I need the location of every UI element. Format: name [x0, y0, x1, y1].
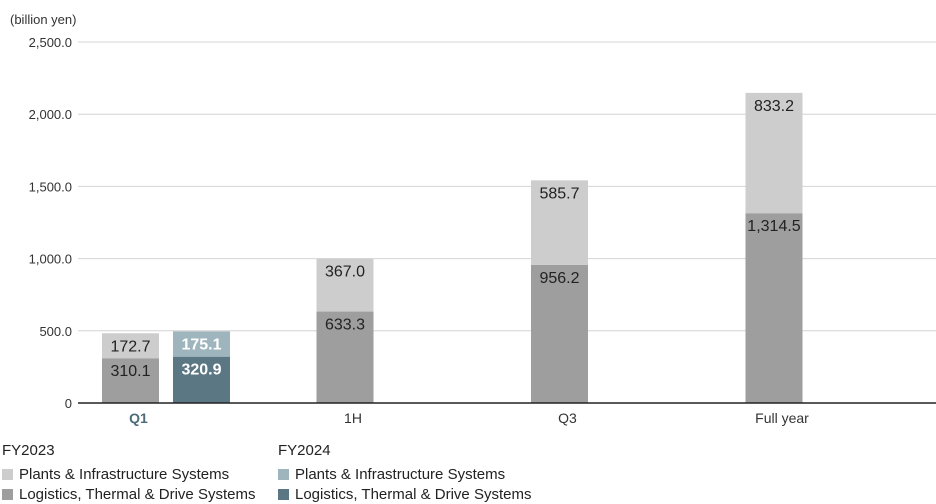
legend-swatch	[2, 488, 13, 500]
data-label: 175.1	[181, 336, 221, 353]
data-label: 172.7	[110, 338, 150, 355]
y-tick-label: 0	[65, 396, 72, 411]
y-tick-label: 500.0	[39, 324, 72, 339]
legend-fy2024: FY2024 Plants & Infrastructure Systems L…	[278, 442, 531, 504]
unit-label: (billion yen)	[10, 12, 76, 27]
legend-label: Plants & Infrastructure Systems	[295, 465, 506, 483]
legend-item: Plants & Infrastructure Systems	[278, 464, 531, 484]
legend-item: Plants & Infrastructure Systems	[2, 464, 255, 484]
y-tick-label: 2,000.0	[29, 107, 72, 122]
data-label: 1,314.5	[747, 218, 800, 235]
y-tick-label: 1,000.0	[29, 252, 72, 267]
bar-segment	[745, 213, 803, 403]
legend-label: Logistics, Thermal & Drive Systems	[295, 485, 532, 503]
bar-segment	[531, 180, 588, 265]
legend-title: FY2023	[2, 442, 55, 459]
bar-segment	[316, 311, 374, 403]
bar-segment	[102, 358, 159, 403]
stacked-bar-chart: (billion yen) 0 500.0 1,000.0 1,500.0 2,000.0…	[10, 12, 936, 426]
data-label: 367.0	[325, 264, 365, 281]
legend-label: Logistics, Thermal & Drive Systems	[19, 485, 256, 503]
legend-swatch	[278, 468, 289, 480]
bar-segment	[102, 333, 159, 359]
legend-swatch	[2, 468, 13, 480]
bar-segment	[316, 258, 374, 312]
bar-segment	[173, 331, 230, 357]
legend-fy2023: FY2023 Plants & Infrastructure Systems L…	[2, 442, 255, 504]
data-label: 956.2	[539, 270, 579, 287]
legend-item: Logistics, Thermal & Drive Systems	[278, 484, 531, 504]
legend-label: Plants & Infrastructure Systems	[19, 465, 230, 483]
x-tick-label: Q1	[129, 410, 148, 426]
bar-segment	[173, 356, 230, 403]
data-label: 585.7	[539, 185, 579, 202]
legend-item: Logistics, Thermal & Drive Systems	[2, 484, 255, 504]
data-label: 320.9	[181, 362, 221, 379]
bar-segment	[745, 92, 803, 214]
legend-swatch	[278, 488, 289, 500]
data-label: 633.3	[325, 317, 365, 334]
bar-segment	[531, 264, 588, 403]
y-tick-label: 2,500.0	[29, 35, 72, 50]
data-label: 310.1	[110, 363, 150, 380]
x-tick-label: Q3	[558, 410, 577, 426]
y-tick-label: 1,500.0	[29, 179, 72, 194]
data-label: 833.2	[754, 98, 794, 115]
x-tick-label: Full year	[755, 410, 809, 426]
legend-title: FY2024	[278, 442, 331, 459]
x-tick-label: 1H	[344, 410, 362, 426]
